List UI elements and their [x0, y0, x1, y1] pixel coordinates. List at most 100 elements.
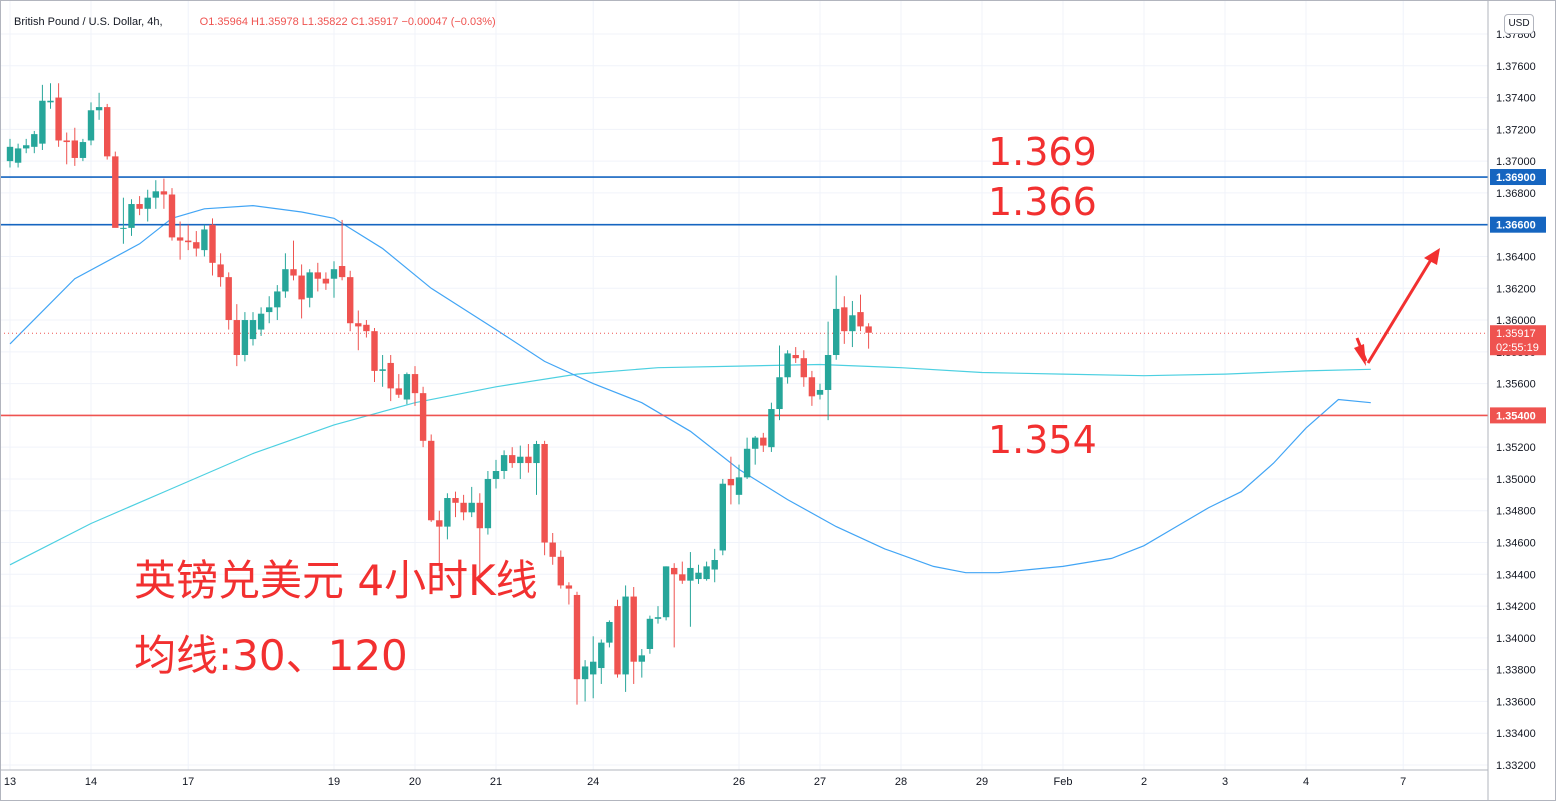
candle[interactable] — [573, 591, 581, 705]
candle[interactable] — [428, 434, 435, 522]
candle[interactable] — [347, 270, 354, 332]
candle[interactable] — [816, 383, 824, 400]
candle[interactable] — [614, 599, 621, 678]
candle[interactable] — [6, 138, 14, 168]
candle[interactable] — [509, 447, 516, 468]
candle[interactable] — [144, 189, 151, 222]
candle[interactable] — [209, 218, 216, 276]
candle[interactable] — [800, 350, 807, 387]
candle[interactable] — [687, 552, 694, 627]
candle[interactable] — [460, 494, 467, 521]
candle[interactable] — [646, 615, 654, 654]
candle[interactable] — [112, 151, 119, 228]
candle[interactable] — [395, 374, 402, 398]
candle[interactable] — [533, 440, 540, 495]
candle[interactable] — [193, 231, 200, 257]
candle[interactable] — [735, 464, 743, 505]
candle[interactable] — [241, 312, 249, 362]
candle[interactable] — [444, 493, 451, 540]
candle[interactable] — [176, 221, 184, 260]
candle[interactable] — [23, 138, 30, 154]
resistance-price-badge[interactable] — [1490, 169, 1546, 186]
candle[interactable] — [39, 84, 46, 151]
candle[interactable] — [314, 262, 321, 292]
candle[interactable] — [403, 372, 411, 405]
time-axis[interactable]: 13 14 17 19 20 21 24 26 27 28 29 Feb 2 3 4 7 — [0, 769, 1488, 788]
candle[interactable] — [249, 312, 257, 346]
resistance-price-badge[interactable] — [1490, 216, 1546, 233]
candle[interactable] — [47, 83, 54, 109]
support-price-badge[interactable] — [1490, 407, 1546, 424]
candle[interactable] — [274, 285, 281, 321]
candle[interactable] — [419, 386, 427, 448]
candle[interactable] — [679, 561, 686, 584]
candle[interactable] — [808, 370, 816, 406]
candle[interactable] — [79, 138, 87, 162]
candle[interactable] — [379, 355, 386, 387]
symbol-title[interactable]: British Pound / U.S. Dollar, 4h, — [14, 16, 163, 28]
candle[interactable] — [338, 219, 346, 281]
candle[interactable] — [290, 240, 297, 281]
candle[interactable] — [784, 350, 791, 384]
candle[interactable] — [630, 587, 637, 684]
candle[interactable] — [638, 648, 645, 678]
candle[interactable] — [695, 564, 702, 584]
candle[interactable] — [217, 253, 224, 287]
candle[interactable] — [306, 269, 313, 308]
candle[interactable] — [257, 307, 265, 336]
candle[interactable] — [525, 443, 532, 473]
candle[interactable] — [168, 188, 176, 241]
candle[interactable] — [662, 566, 670, 621]
candle[interactable] — [768, 402, 775, 452]
candle[interactable] — [833, 275, 840, 360]
candle[interactable] — [322, 272, 330, 290]
candle[interactable] — [492, 459, 500, 489]
candle[interactable] — [55, 83, 62, 147]
candle[interactable] — [71, 127, 78, 166]
candle[interactable] — [671, 563, 678, 648]
candle[interactable] — [233, 304, 240, 367]
candle[interactable] — [517, 445, 524, 479]
candle[interactable] — [727, 456, 735, 505]
candle[interactable] — [104, 103, 111, 160]
candle[interactable] — [541, 440, 548, 556]
candle[interactable] — [152, 180, 159, 209]
candle[interactable] — [363, 320, 370, 338]
candle[interactable] — [752, 436, 759, 465]
candle[interactable] — [136, 196, 143, 216]
price-axis[interactable]: 1.378001.376001.374001.372001.370001.368… — [1487, 0, 1556, 801]
candle[interactable] — [849, 300, 856, 348]
candle[interactable] — [436, 510, 443, 572]
candle[interactable] — [14, 143, 22, 168]
candle[interactable] — [355, 310, 362, 351]
candle[interactable] — [201, 224, 208, 257]
candle[interactable] — [606, 620, 613, 648]
candle[interactable] — [387, 355, 394, 402]
candle[interactable] — [711, 548, 718, 583]
candle[interactable] — [95, 92, 103, 120]
candle[interactable] — [719, 478, 726, 556]
candle[interactable] — [87, 102, 95, 146]
candle[interactable] — [63, 132, 70, 165]
candle[interactable] — [282, 253, 289, 298]
candle[interactable] — [298, 264, 305, 319]
candle[interactable] — [776, 345, 783, 421]
candle[interactable] — [330, 261, 338, 298]
candle[interactable] — [185, 224, 192, 251]
candle[interactable] — [476, 493, 483, 581]
candle[interactable] — [581, 660, 589, 702]
candle[interactable] — [857, 294, 864, 332]
horizontal-levels[interactable] — [0, 176, 1488, 417]
candle[interactable] — [590, 636, 597, 699]
current-price-badge[interactable] — [1490, 325, 1546, 356]
candle[interactable] — [500, 450, 508, 479]
candle[interactable] — [411, 366, 419, 406]
candle[interactable] — [598, 639, 605, 684]
candles[interactable] — [6, 83, 872, 705]
candle[interactable] — [841, 296, 848, 344]
candle[interactable] — [225, 272, 232, 330]
currency-button[interactable]: USD — [1504, 14, 1534, 34]
candle[interactable] — [703, 561, 710, 581]
